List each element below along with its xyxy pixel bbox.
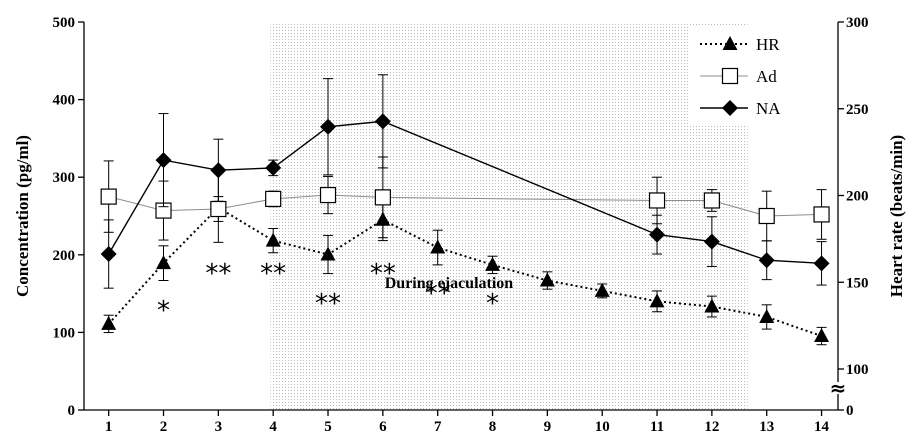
data-point-ad bbox=[319, 186, 337, 204]
legend-label: Ad bbox=[756, 67, 777, 86]
legend-item-ad: Ad bbox=[700, 67, 777, 86]
series-line-hr bbox=[107, 206, 822, 337]
data-point-hr bbox=[814, 328, 830, 343]
right-axis-title: Heart rate (beats/min) bbox=[887, 135, 906, 297]
x-tick-label: 9 bbox=[544, 419, 552, 433]
data-point-hr bbox=[101, 315, 117, 330]
data-point-ad bbox=[758, 207, 775, 225]
significance-marker: ** bbox=[370, 259, 396, 289]
legend-label: NA bbox=[756, 99, 781, 118]
significance-marker: * bbox=[157, 296, 170, 326]
data-point-hr bbox=[485, 256, 501, 271]
shaded-region-label: During ejaculation bbox=[385, 275, 514, 292]
data-point-na bbox=[703, 233, 720, 250]
data-point-hr bbox=[265, 232, 281, 247]
left-axis-title: Concentration (pg/ml) bbox=[13, 135, 32, 297]
data-point-na bbox=[155, 152, 172, 169]
data-point-hr bbox=[759, 308, 775, 323]
axis-break-icon: ≈ bbox=[830, 376, 847, 400]
series-line-na bbox=[108, 120, 822, 264]
data-point-ad bbox=[813, 206, 830, 223]
significance-marker: * bbox=[486, 289, 499, 319]
left-tick-label: 100 bbox=[53, 325, 76, 341]
axis-break-mask bbox=[830, 382, 846, 394]
series-line-ad bbox=[108, 194, 822, 217]
data-point-hr bbox=[649, 293, 665, 308]
data-point-na bbox=[100, 246, 117, 263]
right-tick-label: 0 bbox=[846, 403, 854, 419]
left-tick-label: 500 bbox=[53, 15, 76, 31]
x-tick-label: 10 bbox=[595, 419, 610, 433]
data-point-ad bbox=[374, 189, 391, 206]
legend-label: HR bbox=[756, 35, 780, 54]
significance-marker: ** bbox=[260, 259, 286, 289]
legend-item-hr: HR bbox=[700, 35, 780, 54]
data-point-na bbox=[320, 118, 337, 135]
significance-marker: ** bbox=[425, 279, 451, 309]
x-tick-label: 12 bbox=[704, 419, 719, 433]
data-point-ad bbox=[648, 192, 666, 209]
x-tick-label: 6 bbox=[379, 419, 387, 433]
data-point-ad bbox=[210, 200, 227, 218]
right-tick-label: 250 bbox=[846, 102, 869, 118]
x-tick-label: 8 bbox=[489, 419, 497, 433]
right-tick-label: 300 bbox=[846, 15, 869, 31]
left-tick-label: 300 bbox=[53, 170, 76, 186]
legend-item-na: NA bbox=[700, 99, 781, 118]
left-tick-label: 400 bbox=[53, 93, 76, 109]
data-point-na bbox=[265, 159, 282, 176]
x-tick-label: 1 bbox=[105, 419, 113, 433]
data-point-hr bbox=[594, 282, 610, 297]
right-tick-label: 150 bbox=[846, 275, 869, 291]
data-point-na bbox=[374, 113, 391, 130]
x-tick-label: 4 bbox=[269, 419, 277, 433]
legend-swatch-marker bbox=[722, 100, 738, 116]
significance-marker: ** bbox=[205, 259, 231, 289]
data-point-ad bbox=[100, 188, 117, 205]
series-na bbox=[100, 74, 830, 289]
data-point-hr bbox=[704, 298, 720, 313]
data-point-na bbox=[649, 226, 666, 243]
x-tick-label: 5 bbox=[324, 419, 332, 433]
right-tick-label: 100 bbox=[846, 362, 869, 378]
x-tick-label: 7 bbox=[434, 419, 442, 433]
data-point-ad bbox=[265, 190, 282, 208]
data-point-na bbox=[758, 252, 775, 269]
data-point-hr bbox=[156, 255, 172, 270]
series-ad bbox=[100, 156, 830, 242]
x-tick-label: 13 bbox=[759, 419, 774, 433]
x-tick-label: 11 bbox=[650, 419, 664, 433]
legend-swatch-marker bbox=[722, 36, 738, 50]
x-tick-label: 2 bbox=[160, 419, 168, 433]
left-tick-label: 200 bbox=[53, 248, 76, 264]
x-tick-label: 14 bbox=[814, 419, 830, 433]
data-point-hr bbox=[320, 246, 336, 261]
data-point-na bbox=[813, 255, 830, 272]
left-tick-label: 0 bbox=[68, 403, 76, 419]
data-point-hr bbox=[539, 272, 555, 287]
data-point-ad bbox=[703, 192, 720, 209]
x-tick-label: 3 bbox=[215, 419, 223, 433]
ejaculation-shaded-region bbox=[270, 22, 748, 410]
data-point-na bbox=[210, 162, 227, 179]
significance-marker: ** bbox=[315, 289, 341, 319]
data-point-hr bbox=[430, 239, 446, 254]
legend-swatch-marker bbox=[721, 67, 739, 85]
right-tick-label: 200 bbox=[846, 189, 869, 205]
